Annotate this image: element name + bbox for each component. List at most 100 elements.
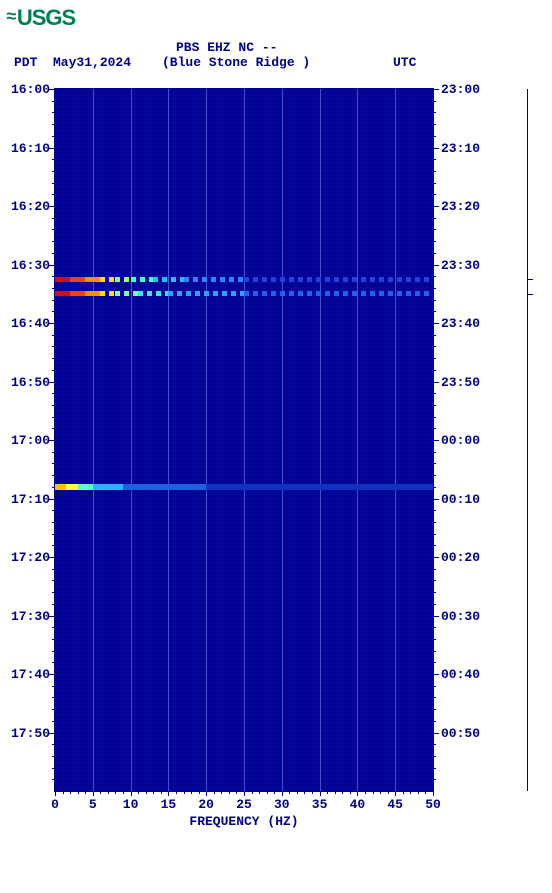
x-tick: 35 <box>312 797 328 812</box>
x-tick: 15 <box>161 797 177 812</box>
tick-mark-minor <box>433 756 436 757</box>
tick-mark-minor <box>52 463 55 464</box>
tick-mark <box>433 616 439 617</box>
tick-mark-minor <box>433 136 436 137</box>
y-tick-right: 23:00 <box>441 82 480 97</box>
grid-line-v <box>93 89 94 791</box>
tick-mark-minor <box>433 697 436 698</box>
tick-mark-minor <box>52 335 55 336</box>
tick-mark-minor <box>433 452 436 453</box>
tick-mark-minor <box>52 569 55 570</box>
y-tick-right: 00:30 <box>441 609 480 624</box>
tick-mark-minor <box>433 335 436 336</box>
tick-mark-minor <box>52 452 55 453</box>
tick-mark-minor <box>52 241 55 242</box>
tick-mark <box>49 382 55 383</box>
event-sidebar-tick <box>527 279 533 280</box>
tick-mark-minor <box>433 510 436 511</box>
y-tick-right: 23:40 <box>441 316 480 331</box>
tick-mark-minor <box>433 393 436 394</box>
tick-mark-minor <box>433 592 436 593</box>
tick-mark <box>49 148 55 149</box>
tick-mark-minor <box>350 791 351 794</box>
tick-mark-minor <box>52 159 55 160</box>
tick-mark-minor <box>236 791 237 794</box>
tick-mark-minor <box>52 510 55 511</box>
tick-mark-minor <box>108 791 109 794</box>
y-tick-right: 23:10 <box>441 141 480 156</box>
header-line-1: PBS EHZ NC -- <box>176 40 277 55</box>
tick-mark <box>49 265 55 266</box>
tick-mark-minor <box>52 311 55 312</box>
tick-mark <box>49 206 55 207</box>
tick-mark-minor <box>433 229 436 230</box>
tick-mark-minor <box>433 124 436 125</box>
x-tick: 5 <box>89 797 97 812</box>
tick-mark-minor <box>52 300 55 301</box>
tick-mark-minor <box>52 405 55 406</box>
tick-mark <box>244 791 245 796</box>
y-tick-left: 17:20 <box>6 550 50 565</box>
tick-mark <box>433 733 439 734</box>
tick-mark-minor <box>176 791 177 794</box>
grid-line-v <box>357 89 358 791</box>
tick-mark-minor <box>153 791 154 794</box>
y-tick-left: 17:50 <box>6 726 50 741</box>
tick-mark-minor <box>52 276 55 277</box>
tick-mark <box>433 206 439 207</box>
y-tick-left: 17:40 <box>6 667 50 682</box>
tick-mark <box>206 791 207 796</box>
tick-mark-minor <box>304 791 305 794</box>
x-tick: 50 <box>425 797 441 812</box>
tick-mark-minor <box>70 791 71 794</box>
tick-mark-minor <box>52 627 55 628</box>
y-tick-left: 17:10 <box>6 492 50 507</box>
tick-mark-minor <box>267 791 268 794</box>
header-tz-left: PDT May31,2024 <box>14 55 131 70</box>
tick-mark <box>49 674 55 675</box>
tick-mark-minor <box>184 791 185 794</box>
logo-text: USGS <box>17 5 75 31</box>
y-tick-right: 00:40 <box>441 667 480 682</box>
tick-mark <box>433 89 439 90</box>
tick-mark-minor <box>138 791 139 794</box>
tick-mark-minor <box>52 358 55 359</box>
tick-mark-minor <box>433 768 436 769</box>
tick-mark <box>282 791 283 796</box>
tick-mark-minor <box>52 428 55 429</box>
tick-mark-minor <box>52 370 55 371</box>
tick-mark <box>49 440 55 441</box>
grid-line-v <box>168 89 169 791</box>
tick-mark-minor <box>433 218 436 219</box>
tick-mark-minor <box>52 124 55 125</box>
tick-mark-minor <box>335 791 336 794</box>
tick-mark-minor <box>433 276 436 277</box>
y-tick-right: 00:50 <box>441 726 480 741</box>
tick-mark-minor <box>52 112 55 113</box>
tick-mark <box>433 557 439 558</box>
tick-mark-minor <box>433 171 436 172</box>
tick-mark-minor <box>433 241 436 242</box>
spectrogram-plot <box>55 89 433 791</box>
tick-mark-minor <box>52 686 55 687</box>
tick-mark-minor <box>115 791 116 794</box>
tick-mark-minor <box>252 791 253 794</box>
tick-mark-minor <box>52 475 55 476</box>
tick-mark-minor <box>297 791 298 794</box>
tick-mark-minor <box>52 487 55 488</box>
tick-mark-minor <box>433 253 436 254</box>
tick-mark-minor <box>52 522 55 523</box>
tick-mark <box>320 791 321 796</box>
tick-mark-minor <box>191 791 192 794</box>
tick-mark-minor <box>327 791 328 794</box>
tick-mark-minor <box>52 183 55 184</box>
tick-mark-minor <box>433 580 436 581</box>
tick-mark-minor <box>433 311 436 312</box>
tick-mark-minor <box>312 791 313 794</box>
tick-mark-minor <box>433 405 436 406</box>
tick-mark-minor <box>78 791 79 794</box>
tick-mark <box>433 148 439 149</box>
tick-mark-minor <box>161 791 162 794</box>
tick-mark <box>433 499 439 500</box>
y-tick-right: 00:20 <box>441 550 480 565</box>
